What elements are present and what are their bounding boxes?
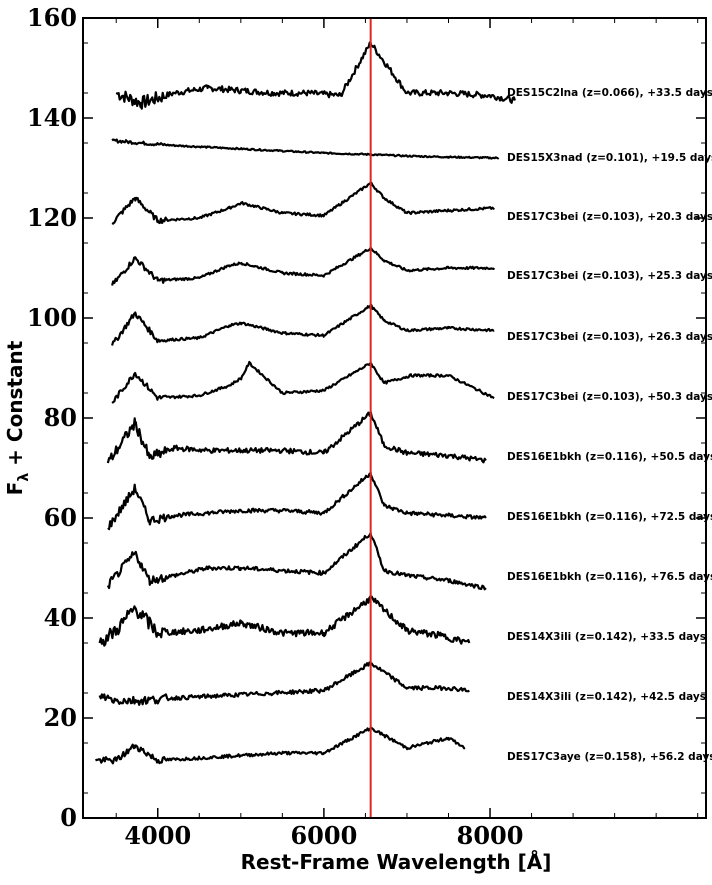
spectrum-label: DES17C3bei (z=0.103), +50.3 days [507, 391, 712, 403]
y-tick-label: 140 [27, 103, 77, 132]
y-tick-label: 40 [44, 603, 77, 632]
x-tick-label: 4000 [124, 821, 191, 850]
spectrum-label: DES17C3bei (z=0.103), +20.3 days [507, 211, 712, 223]
spectrum-label: DES15C2lna (z=0.066), +33.5 days [507, 87, 712, 99]
spectrum-label: DES16E1bkh (z=0.116), +50.5 days [507, 451, 712, 463]
spectrum-line [111, 246, 496, 286]
spectrum-label: DES16E1bkh (z=0.116), +72.5 days [507, 511, 712, 523]
spectrum-line [111, 360, 495, 404]
spectrum-line [106, 531, 487, 591]
spectrum-line [111, 138, 500, 160]
y-tick-label: 20 [44, 703, 77, 732]
spectrum-label: DES15X3nad (z=0.101), +19.5 days [507, 152, 712, 164]
spectrum-label: DES14X3ili (z=0.142), +42.5 days [507, 691, 706, 703]
y-tick-label: 80 [44, 403, 77, 432]
y-tick-label: 120 [27, 203, 77, 232]
spectrum-label: DES17C3bei (z=0.103), +25.3 days [507, 270, 712, 282]
y-axis-title-rest: + Constant [3, 340, 27, 473]
spectrum-line [94, 726, 466, 765]
spectrum-line [106, 410, 487, 464]
y-tick-label: 160 [27, 3, 77, 32]
spectrum-label: DES16E1bkh (z=0.116), +76.5 days [507, 571, 712, 583]
spectrum-line [107, 471, 487, 531]
spectrum-label: DES17C3aye (z=0.158), +56.2 days [507, 751, 712, 763]
y-axis-title: Fλ + Constant [3, 340, 32, 495]
y-axis-title-main: F [3, 482, 27, 496]
spectrum-line [111, 181, 495, 225]
x-tick-label: 8000 [457, 821, 524, 850]
spectrum-label: DES14X3ili (z=0.142), +33.5 days [507, 631, 706, 643]
spectrum-line [98, 594, 471, 647]
x-axis-title: Rest-Frame Wavelength [Å] [241, 850, 552, 874]
axes: 0 20 40 60 80 100 120 140 160 4000 6000 8000 [27, 3, 707, 850]
spectrum-line [98, 661, 470, 706]
spectrum-line [115, 41, 516, 110]
spectrum-line [111, 304, 495, 346]
y-tick-label: 100 [27, 303, 77, 332]
x-tick-label: 6000 [290, 821, 357, 850]
y-axis-title-sub: λ [16, 473, 32, 482]
spectrum-labels: DES15C2lna (z=0.066), +33.5 days DES15X3n… [507, 87, 712, 763]
spectrum-label: DES17C3bei (z=0.103), +26.3 days [507, 331, 712, 343]
spectra-series [94, 41, 516, 765]
y-tick-label: 60 [44, 503, 77, 532]
y-tick-label: 0 [60, 803, 77, 832]
